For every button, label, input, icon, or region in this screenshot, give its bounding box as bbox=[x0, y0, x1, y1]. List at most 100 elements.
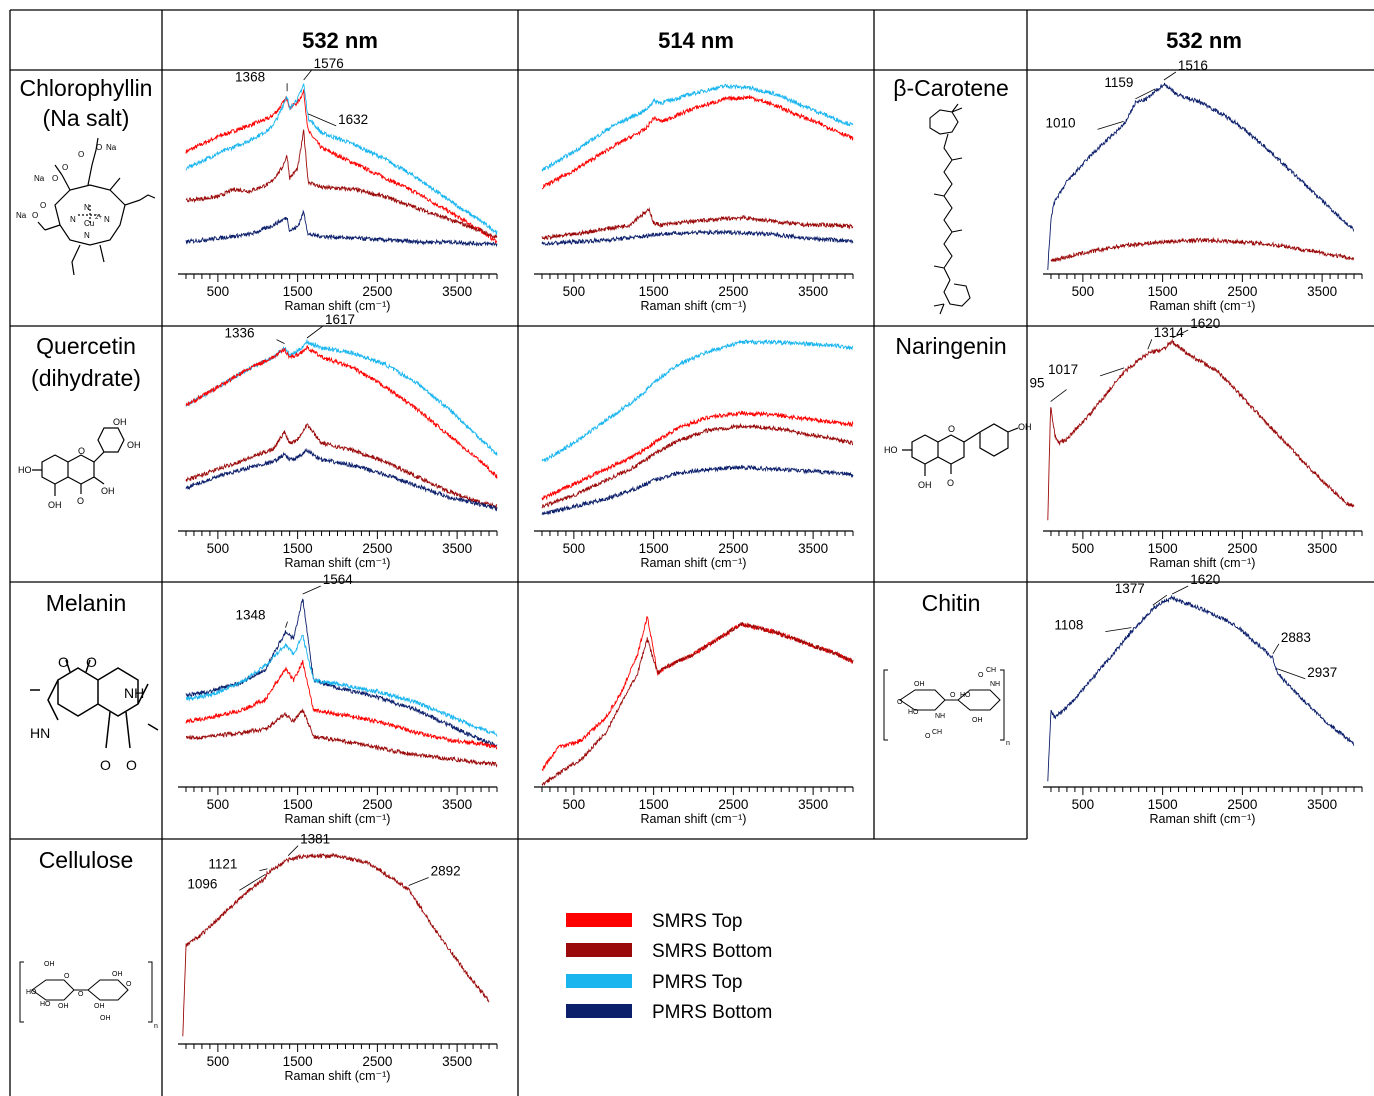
x-tick-label: 1500 bbox=[1148, 284, 1178, 299]
peak-label: 1017 bbox=[1048, 362, 1078, 377]
svg-text:OH: OH bbox=[918, 480, 932, 490]
x-tick-label: 500 bbox=[563, 541, 586, 556]
svg-text:HO: HO bbox=[960, 692, 971, 699]
peak-label: 1348 bbox=[235, 608, 265, 623]
chlorophyllin-structure: O O Na Na O O Na O O N N N N Cu 2+ bbox=[16, 137, 156, 276]
x-tick-label: 500 bbox=[1072, 284, 1095, 299]
legend-label-smrs-bottom: SMRS Bottom bbox=[652, 941, 772, 962]
svg-text:O: O bbox=[947, 478, 954, 488]
peak-leader-line bbox=[1172, 585, 1189, 595]
spectrum-series-4 bbox=[186, 707, 498, 768]
melanin-structure: O O O O NH HN bbox=[30, 654, 159, 773]
svg-text:O: O bbox=[52, 174, 58, 183]
peak-label: 1368 bbox=[235, 69, 265, 84]
melanin-532nm-plot: 500 1500 2500 3500 Raman shift (cm⁻¹) 1348 156… bbox=[178, 572, 498, 826]
column-header-532nm: 532 nm bbox=[302, 28, 378, 53]
svg-text:OH: OH bbox=[972, 717, 983, 724]
compound-name-naringenin: Naringenin bbox=[895, 333, 1006, 359]
svg-text:CH: CH bbox=[932, 729, 942, 736]
spectrum-series-2 bbox=[185, 634, 498, 737]
x-tick-label: 500 bbox=[207, 1054, 230, 1069]
x-tick-label: 500 bbox=[207, 284, 230, 299]
x-axis-label: Raman shift (cm⁻¹) bbox=[1150, 299, 1256, 313]
peak-leader-line bbox=[1050, 389, 1067, 402]
quercetin-structure: HO OH OH OH OH O O bbox=[18, 417, 141, 510]
svg-text:O: O bbox=[950, 692, 956, 699]
svg-text:OH: OH bbox=[914, 681, 925, 688]
spectrum-series-3 bbox=[185, 129, 498, 239]
peak-label: 1159 bbox=[1104, 75, 1133, 90]
svg-text:O: O bbox=[100, 757, 111, 773]
svg-text:O: O bbox=[77, 496, 84, 506]
peak-label: 1314 bbox=[1154, 325, 1185, 340]
svg-text:O: O bbox=[62, 163, 68, 172]
carotene-structure bbox=[929, 103, 971, 315]
x-axis-label: Raman shift (cm⁻¹) bbox=[1150, 556, 1256, 570]
peak-label: 2892 bbox=[431, 863, 461, 878]
x-axis-label: Raman shift (cm⁻¹) bbox=[641, 299, 747, 313]
x-axis-label: Raman shift (cm⁻¹) bbox=[641, 812, 747, 826]
legend-swatch-smrs-bottom bbox=[566, 943, 632, 957]
spectrum-series-3 bbox=[185, 659, 498, 750]
legend-swatch-pmrs-bottom bbox=[566, 1004, 632, 1018]
peak-leader-line bbox=[1147, 339, 1153, 350]
svg-text:n: n bbox=[154, 1023, 158, 1030]
svg-text:HO: HO bbox=[18, 465, 32, 475]
spectrum-series-1 bbox=[182, 852, 490, 1037]
svg-text:OH: OH bbox=[94, 1003, 105, 1010]
svg-text:NH: NH bbox=[124, 685, 144, 701]
legend-label-smrs-top: SMRS Top bbox=[652, 911, 742, 932]
svg-text:CH: CH bbox=[986, 667, 996, 674]
legend-swatch-pmrs-top bbox=[566, 974, 632, 988]
peak-label: 1096 bbox=[187, 876, 217, 891]
svg-text:OH: OH bbox=[58, 1003, 69, 1010]
svg-text:OH: OH bbox=[1018, 422, 1032, 432]
svg-text:N: N bbox=[70, 215, 76, 224]
svg-text:OH: OH bbox=[113, 417, 127, 427]
x-tick-label: 1500 bbox=[1148, 541, 1178, 556]
x-tick-label: 3500 bbox=[442, 1054, 472, 1069]
svg-text:O: O bbox=[948, 424, 955, 434]
svg-text:NH: NH bbox=[935, 713, 945, 720]
peak-leader-line bbox=[259, 868, 268, 872]
x-tick-label: 2500 bbox=[362, 1054, 392, 1069]
cellulose-532nm-plot: 500 1500 2500 3500 Raman shift (cm⁻¹) 1096 112… bbox=[178, 832, 498, 1083]
x-tick-label: 1500 bbox=[1148, 797, 1178, 812]
x-tick-label: 2500 bbox=[1227, 797, 1257, 812]
spectrum-series-4 bbox=[541, 228, 854, 247]
x-tick-label: 2500 bbox=[718, 797, 748, 812]
x-tick-label: 2500 bbox=[718, 541, 748, 556]
spectrum-series-1 bbox=[541, 339, 854, 463]
peak-leader-line bbox=[1099, 367, 1125, 377]
x-tick-label: 3500 bbox=[1307, 284, 1337, 299]
spectrum-series-4 bbox=[185, 209, 498, 248]
x-tick-label: 3500 bbox=[798, 541, 828, 556]
svg-text:O: O bbox=[897, 699, 903, 706]
spectrum-series-1 bbox=[185, 598, 498, 749]
legend: SMRS Top SMRS Bottom PMRS Top PMRS Botto… bbox=[566, 911, 772, 1023]
x-axis-label: Raman shift (cm⁻¹) bbox=[285, 299, 391, 313]
svg-text:OH: OH bbox=[48, 500, 62, 510]
spectrum-series-2 bbox=[185, 83, 498, 236]
spectrum-series-2 bbox=[541, 94, 854, 190]
peak-leader-line bbox=[1152, 594, 1168, 606]
peak-label: 95 bbox=[1030, 376, 1045, 391]
compound-name-melanin: Melanin bbox=[46, 590, 127, 616]
svg-text:NH: NH bbox=[990, 681, 1000, 688]
compound-name-carotene: β-Carotene bbox=[893, 75, 1009, 101]
peak-label: 1516 bbox=[1178, 58, 1208, 73]
svg-text:OH: OH bbox=[127, 440, 141, 450]
x-tick-label: 2500 bbox=[1227, 541, 1257, 556]
x-tick-label: 3500 bbox=[1307, 797, 1337, 812]
x-tick-label: 2500 bbox=[362, 284, 392, 299]
compound-name-cellulose: Cellulose bbox=[39, 847, 134, 873]
peak-label: 1377 bbox=[1115, 581, 1145, 596]
compound-name-chlorophyllin: Chlorophyllin bbox=[20, 75, 153, 101]
x-tick-label: 500 bbox=[207, 797, 230, 812]
spectrum-series-2 bbox=[541, 621, 854, 787]
svg-text:OH: OH bbox=[112, 971, 123, 978]
compound-subname-quercetin: (dihydrate) bbox=[31, 365, 141, 391]
x-tick-label: 1500 bbox=[283, 284, 313, 299]
